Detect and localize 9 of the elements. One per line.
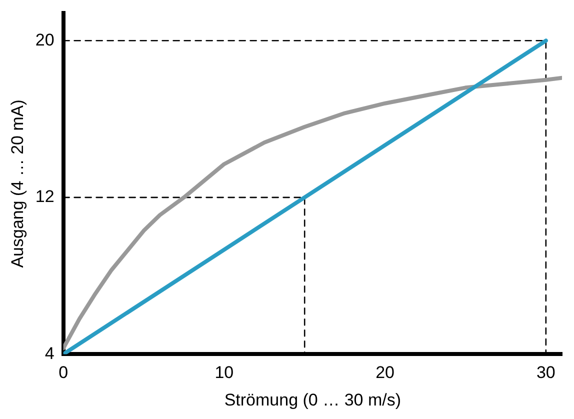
y-tick-label: 12 — [35, 187, 54, 206]
y-tick-label: 20 — [35, 30, 54, 50]
x-tick-label: 20 — [376, 363, 395, 382]
x-tick-label: 30 — [536, 363, 556, 382]
x-tick-label: 10 — [214, 363, 234, 382]
x-tick-label: 0 — [58, 363, 68, 382]
x-axis-title: Strömung (0 … 30 m/s) — [224, 390, 401, 410]
y-axis-title: Ausgang (4 … 20 mA) — [8, 100, 27, 268]
y-tick-label: 4 — [44, 344, 54, 363]
